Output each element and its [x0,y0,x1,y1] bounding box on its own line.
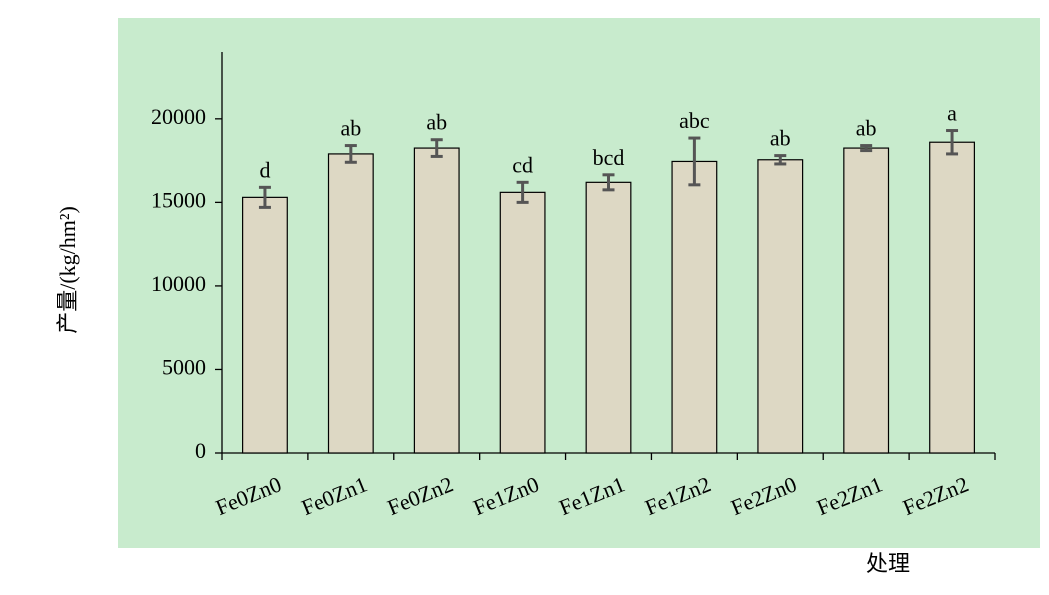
bar [757,159,804,454]
error-bar [344,144,357,164]
error-bar [688,136,701,187]
significance-label: abc [679,108,710,133]
error-bar [602,173,615,192]
bar [413,147,460,454]
y-tick-label: 20000 [151,104,206,129]
significance-label: ab [426,110,447,135]
bar [671,160,718,454]
bar [499,191,546,454]
bar [585,181,632,454]
bar [242,196,288,454]
bar [327,153,374,454]
significance-label: d [259,157,270,182]
significance-label: a [947,101,957,126]
y-tick-label: 0 [195,438,206,463]
error-bar [860,144,873,153]
significance-label: ab [856,116,877,141]
y-tick-label: 5000 [162,355,206,380]
bar [843,147,890,454]
error-bar [516,180,529,204]
y-tick-label: 15000 [151,187,206,212]
error-bar [258,185,271,209]
error-bar [430,138,443,158]
significance-label: ab [340,116,361,141]
bar [929,141,975,454]
y-tick-label: 10000 [151,271,206,296]
significance-label: ab [770,126,791,151]
significance-label: bcd [593,145,625,170]
error-bar [774,154,787,166]
significance-label: cd [512,152,533,177]
error-bar [946,129,959,156]
x-axis-label: 处理 [866,551,910,576]
y-axis-label: 产量/(kg/hm²) [55,206,80,334]
